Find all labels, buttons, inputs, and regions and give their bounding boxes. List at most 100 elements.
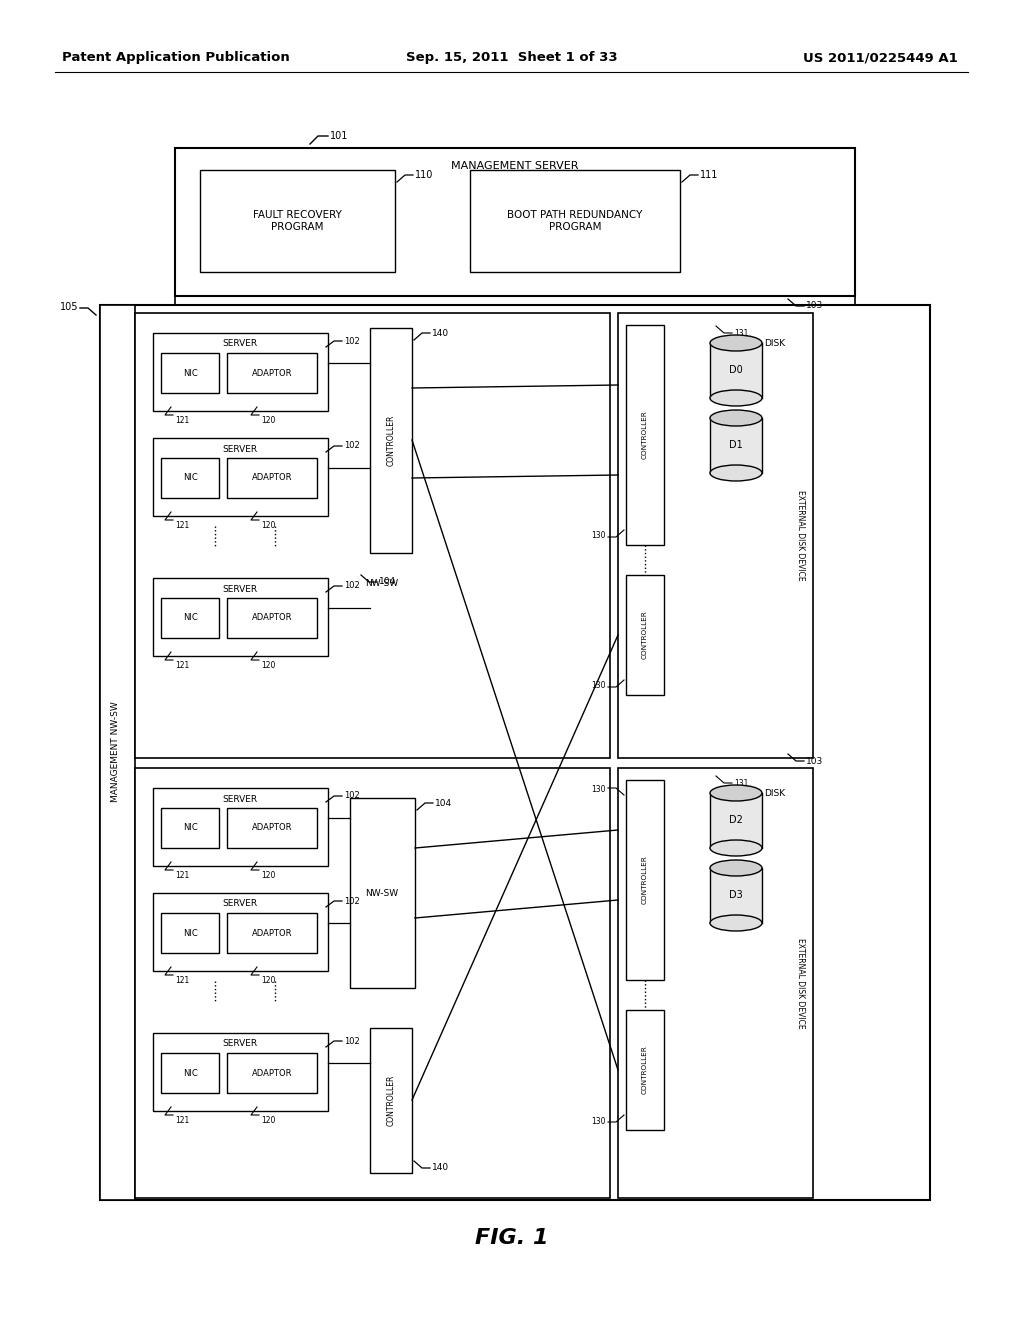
Text: ADAPTOR: ADAPTOR bbox=[252, 1068, 292, 1077]
Text: 102: 102 bbox=[344, 1036, 359, 1045]
Text: 130: 130 bbox=[592, 681, 606, 690]
Bar bbox=[100, 305, 930, 1200]
Text: EXTERNAL DISK DEVICE: EXTERNAL DISK DEVICE bbox=[797, 490, 806, 581]
Bar bbox=[626, 325, 664, 545]
Ellipse shape bbox=[710, 389, 762, 407]
Text: 120: 120 bbox=[261, 871, 275, 880]
Text: SERVER: SERVER bbox=[222, 585, 258, 594]
Text: 130: 130 bbox=[592, 1117, 606, 1126]
Text: MANAGEMENT NW-SW: MANAGEMENT NW-SW bbox=[112, 702, 121, 803]
Text: NIC: NIC bbox=[182, 1068, 198, 1077]
Text: D3: D3 bbox=[729, 890, 742, 900]
Bar bbox=[227, 913, 317, 953]
Bar bbox=[350, 799, 415, 987]
Text: 105: 105 bbox=[59, 302, 78, 312]
Text: 103: 103 bbox=[806, 301, 823, 310]
Bar bbox=[626, 1010, 664, 1130]
Bar bbox=[200, 170, 395, 272]
Text: 110: 110 bbox=[415, 170, 433, 180]
Bar bbox=[153, 333, 328, 411]
Text: NIC: NIC bbox=[182, 614, 198, 623]
Text: 121: 121 bbox=[175, 661, 189, 671]
Bar bbox=[153, 1034, 328, 1111]
Ellipse shape bbox=[710, 411, 762, 426]
Text: 140: 140 bbox=[432, 1163, 450, 1172]
Text: EXTERNAL DISK DEVICE: EXTERNAL DISK DEVICE bbox=[797, 937, 806, 1028]
Bar bbox=[161, 1053, 219, 1093]
Bar bbox=[161, 458, 219, 498]
Text: 102: 102 bbox=[344, 896, 359, 906]
Text: 121: 121 bbox=[175, 1115, 189, 1125]
Text: CONTROLLER: CONTROLLER bbox=[642, 1045, 648, 1094]
Bar bbox=[710, 793, 762, 847]
Text: Sep. 15, 2011  Sheet 1 of 33: Sep. 15, 2011 Sheet 1 of 33 bbox=[407, 51, 617, 65]
Text: 120: 120 bbox=[261, 521, 275, 531]
Text: NW-SW: NW-SW bbox=[365, 578, 398, 587]
Bar bbox=[100, 305, 135, 1200]
Text: 104: 104 bbox=[435, 799, 453, 808]
Bar bbox=[710, 418, 762, 473]
Text: ADAPTOR: ADAPTOR bbox=[252, 928, 292, 937]
Text: 102: 102 bbox=[344, 441, 359, 450]
Bar bbox=[153, 894, 328, 972]
Text: CONTROLLER: CONTROLLER bbox=[642, 411, 648, 459]
Bar bbox=[161, 352, 219, 393]
Text: ADAPTOR: ADAPTOR bbox=[252, 368, 292, 378]
Ellipse shape bbox=[710, 785, 762, 801]
Text: ADAPTOR: ADAPTOR bbox=[252, 614, 292, 623]
Text: SERVER: SERVER bbox=[222, 899, 258, 908]
Text: 102: 102 bbox=[344, 792, 359, 800]
Text: CONTROLLER: CONTROLLER bbox=[386, 414, 395, 466]
Bar bbox=[618, 313, 813, 758]
Text: D1: D1 bbox=[729, 440, 742, 450]
Text: D0: D0 bbox=[729, 366, 742, 375]
Text: NIC: NIC bbox=[182, 824, 198, 833]
Text: NIC: NIC bbox=[182, 368, 198, 378]
Bar bbox=[227, 458, 317, 498]
Text: SERVER: SERVER bbox=[222, 339, 258, 348]
Ellipse shape bbox=[710, 465, 762, 480]
Bar bbox=[227, 1053, 317, 1093]
Text: MANAGEMENT SERVER: MANAGEMENT SERVER bbox=[452, 161, 579, 172]
Text: 120: 120 bbox=[261, 661, 275, 671]
Bar bbox=[161, 913, 219, 953]
Bar bbox=[161, 808, 219, 847]
Text: NW-SW: NW-SW bbox=[366, 888, 398, 898]
Text: DISK: DISK bbox=[764, 788, 785, 797]
Bar bbox=[135, 313, 610, 758]
Text: SERVER: SERVER bbox=[222, 795, 258, 804]
Bar bbox=[153, 578, 328, 656]
Bar bbox=[153, 788, 328, 866]
Bar bbox=[370, 1028, 412, 1173]
Text: 111: 111 bbox=[700, 170, 719, 180]
Text: FAULT RECOVERY
PROGRAM: FAULT RECOVERY PROGRAM bbox=[253, 210, 341, 232]
Text: 120: 120 bbox=[261, 975, 275, 985]
Bar bbox=[618, 768, 813, 1199]
Text: 102: 102 bbox=[344, 582, 359, 590]
Text: 101: 101 bbox=[330, 131, 348, 141]
Text: 140: 140 bbox=[432, 329, 450, 338]
Text: 104: 104 bbox=[379, 577, 396, 586]
Text: D2: D2 bbox=[729, 814, 743, 825]
Text: US 2011/0225449 A1: US 2011/0225449 A1 bbox=[803, 51, 958, 65]
Text: BOOT PATH REDUNDANCY
PROGRAM: BOOT PATH REDUNDANCY PROGRAM bbox=[507, 210, 643, 232]
Text: 121: 121 bbox=[175, 521, 189, 531]
Text: 121: 121 bbox=[175, 416, 189, 425]
Text: 121: 121 bbox=[175, 871, 189, 880]
Text: Patent Application Publication: Patent Application Publication bbox=[62, 51, 290, 65]
Text: 131: 131 bbox=[734, 779, 749, 788]
Bar bbox=[370, 327, 412, 553]
Bar bbox=[135, 768, 610, 1199]
Bar bbox=[227, 352, 317, 393]
Text: NIC: NIC bbox=[182, 928, 198, 937]
Text: ADAPTOR: ADAPTOR bbox=[252, 824, 292, 833]
Text: 121: 121 bbox=[175, 975, 189, 985]
Ellipse shape bbox=[710, 915, 762, 931]
Bar bbox=[626, 576, 664, 696]
Text: 130: 130 bbox=[592, 532, 606, 540]
Text: CONTROLLER: CONTROLLER bbox=[642, 855, 648, 904]
Text: 130: 130 bbox=[592, 784, 606, 793]
Text: 103: 103 bbox=[806, 756, 823, 766]
Bar bbox=[470, 170, 680, 272]
Text: SERVER: SERVER bbox=[222, 445, 258, 454]
